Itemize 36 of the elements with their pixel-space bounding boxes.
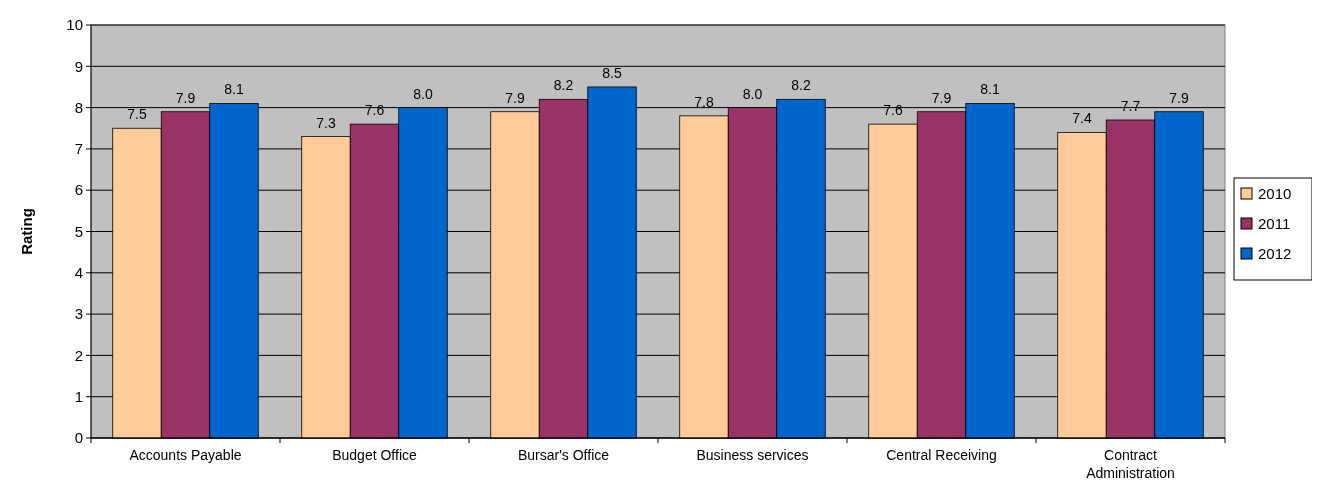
data-label: 7.9 — [931, 89, 952, 106]
data-label: 7.9 — [1169, 89, 1189, 106]
data-label: 8.0 — [413, 85, 433, 102]
data-label: 7.9 — [505, 89, 525, 106]
x-tick-label: Contract Administration — [1086, 447, 1175, 481]
x-tick-label: Central Receiving — [886, 447, 997, 463]
y-tick-label: 8 — [74, 98, 83, 116]
y-tick-label: 1 — [74, 387, 83, 405]
y-tick-label: 2 — [74, 346, 83, 364]
y-tick-label: 7 — [74, 140, 83, 158]
y-tick-label: 6 — [74, 181, 83, 199]
x-tick-label: Business services — [696, 447, 809, 463]
data-label: 8.1 — [224, 81, 244, 98]
legend-label: 2010 — [1258, 185, 1292, 203]
data-label: 7.5 — [127, 106, 147, 123]
y-axis-title: Rating — [18, 208, 35, 255]
data-label: 8.1 — [980, 81, 1000, 98]
legend-label: 2011 — [1258, 215, 1291, 233]
y-tick-label: 5 — [74, 222, 83, 240]
x-tick-label: Accounts Payable — [129, 447, 242, 463]
data-label: 8.2 — [553, 77, 574, 94]
data-label: 8.2 — [791, 77, 811, 94]
y-tick-label: 3 — [74, 305, 83, 323]
data-label: 7.4 — [1072, 110, 1092, 127]
y-tick-label: 10 — [66, 16, 83, 34]
data-label: 7.3 — [316, 114, 336, 131]
x-tick-label: Budget Office — [332, 447, 417, 463]
y-tick-label: 0 — [74, 429, 83, 447]
data-label: 7.9 — [175, 89, 196, 106]
y-tick-label: 4 — [74, 264, 83, 282]
data-label: 8.0 — [742, 85, 763, 102]
x-tick-label: Bursar's Office — [517, 447, 610, 463]
data-label: 7.8 — [694, 93, 714, 110]
y-tick-label: 9 — [74, 57, 83, 75]
legend-label: 2012 — [1258, 245, 1292, 263]
data-label: 8.5 — [602, 64, 622, 81]
